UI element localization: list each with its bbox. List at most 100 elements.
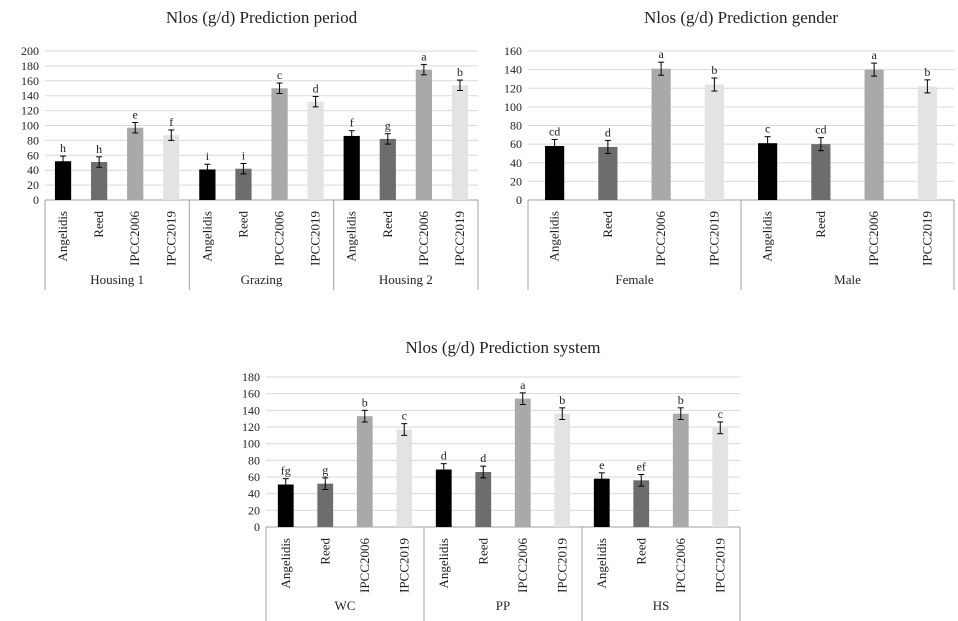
- bar-reed: [91, 162, 108, 200]
- significance-letter: ef: [637, 460, 646, 474]
- category-label: Reed: [380, 211, 395, 238]
- bar-ipcc2006: [415, 69, 432, 200]
- y-tick-label: 20: [510, 174, 522, 188]
- significance-letter: e: [599, 458, 604, 472]
- y-tick-label: 120: [504, 81, 522, 95]
- y-tick-label: 100: [21, 119, 39, 133]
- chart-period-svg: Nlos (g/d) Prediction period 020406080100…: [21, 8, 479, 290]
- y-tick-label: 80: [510, 119, 522, 133]
- significance-letter: b: [678, 393, 684, 407]
- bar-angelidis: [199, 169, 216, 200]
- category-label: IPCC2006: [653, 211, 668, 266]
- significance-letter: b: [457, 65, 463, 79]
- significance-letter: c: [765, 122, 770, 136]
- y-tick-label: 140: [242, 403, 260, 417]
- significance-letter: cd: [549, 124, 560, 138]
- group-label: Housing 1: [90, 272, 144, 287]
- significance-letter: d: [441, 449, 447, 463]
- bar-reed: [235, 168, 252, 200]
- y-tick-label: 40: [27, 163, 39, 177]
- y-tick-label: 80: [27, 133, 39, 147]
- category-label: IPCC2019: [712, 538, 727, 593]
- significance-letter: f: [169, 115, 173, 129]
- significance-letter: f: [350, 116, 354, 130]
- category-label: Angelidis: [55, 211, 70, 262]
- bar-reed: [379, 138, 396, 200]
- category-label: IPCC2019: [163, 211, 178, 266]
- significance-letter: cd: [815, 123, 826, 137]
- y-tick-label: 20: [27, 178, 39, 192]
- bar-reed: [598, 146, 618, 200]
- bar-ipcc2019: [712, 427, 729, 527]
- significance-letter: d: [480, 451, 486, 465]
- category-label: Angelidis: [278, 538, 293, 589]
- chart-gender-svg: Nlos (g/d) Prediction gender 0 20 40 60 80 100…: [504, 8, 955, 290]
- bar-reed: [633, 480, 650, 527]
- y-tick-label: 100: [242, 437, 260, 451]
- significance-letter: a: [871, 48, 877, 62]
- significance-letter: e: [133, 108, 138, 122]
- significance-letter: c: [402, 409, 407, 423]
- y-tick-label: 200: [21, 44, 39, 58]
- significance-letter: g: [385, 119, 391, 133]
- category-label: IPCC2006: [515, 538, 530, 593]
- bar-ipcc2006: [864, 69, 884, 200]
- y-tick-label: 40: [510, 156, 522, 170]
- group-label: Housing 2: [379, 272, 433, 287]
- bar-ipcc2019: [451, 85, 469, 200]
- chart-title: Nlos (g/d) Prediction system: [405, 338, 600, 357]
- category-label: Angelidis: [344, 211, 359, 262]
- y-tick-label: 0: [33, 193, 39, 207]
- y-tick-label: 20: [248, 503, 260, 517]
- category-label: Reed: [317, 538, 332, 565]
- chart-period: Nlos (g/d) Prediction period 0 20 40 60 80 100…: [0, 0, 480, 300]
- significance-letter: c: [277, 68, 282, 82]
- chart-system: Nlos (g/d) Prediction system 0 20 40 60 80 100…: [214, 332, 744, 621]
- y-tick-label: 120: [21, 104, 39, 118]
- category-label: IPCC2019: [452, 211, 467, 266]
- category-label: IPCC2006: [866, 211, 881, 266]
- significance-letter: a: [421, 49, 427, 63]
- group-label: Female: [615, 272, 653, 287]
- significance-letter: d: [605, 125, 611, 139]
- y-tick-label: 60: [27, 148, 39, 162]
- chart-title: Nlos (g/d) Prediction period: [166, 8, 358, 27]
- y-tick-label: 0: [254, 520, 260, 534]
- category-label: IPCC2006: [673, 538, 688, 593]
- bar-ipcc2006: [514, 398, 531, 527]
- category-label: Angelidis: [199, 211, 214, 262]
- significance-letter: b: [711, 63, 717, 77]
- y-tick-label: 160: [21, 74, 39, 88]
- significance-letter: b: [559, 393, 565, 407]
- y-tick-label: 40: [248, 487, 260, 501]
- bar-angelidis: [277, 484, 294, 527]
- category-label: IPCC2019: [308, 211, 323, 266]
- y-tick-label: 100: [504, 100, 522, 114]
- group-label: HS: [653, 598, 670, 613]
- bar-ipcc2019: [704, 84, 724, 200]
- y-tick-label: 160: [242, 387, 260, 401]
- bar-ipcc2019: [307, 101, 324, 200]
- y-tick-label: 180: [21, 59, 39, 73]
- category-label: Angelidis: [547, 211, 562, 262]
- bar-ipcc2019: [163, 135, 180, 200]
- y-tick-label: 60: [248, 470, 260, 484]
- significance-letter: d: [313, 81, 319, 95]
- y-tick-label: 60: [510, 137, 522, 151]
- y-tick-label: 120: [242, 420, 260, 434]
- significance-letter: c: [718, 407, 723, 421]
- category-label: IPCC2019: [706, 211, 721, 266]
- bar-reed: [811, 144, 831, 200]
- y-tick-label: 0: [516, 193, 522, 207]
- category-label: Reed: [235, 211, 250, 238]
- category-label: Reed: [633, 538, 648, 565]
- bar-ipcc2006: [356, 416, 373, 527]
- chart-title: Nlos (g/d) Prediction gender: [644, 8, 838, 27]
- category-label: Reed: [813, 211, 828, 238]
- significance-letter: fg: [281, 464, 291, 478]
- bar-ipcc2006: [127, 127, 144, 200]
- chart-system-svg: Nlos (g/d) Prediction system 0 20 40 60 80 100…: [242, 338, 741, 621]
- significance-letter: i: [206, 149, 210, 163]
- y-tick-label: 160: [504, 44, 522, 58]
- y-tick-label: 80: [248, 453, 260, 467]
